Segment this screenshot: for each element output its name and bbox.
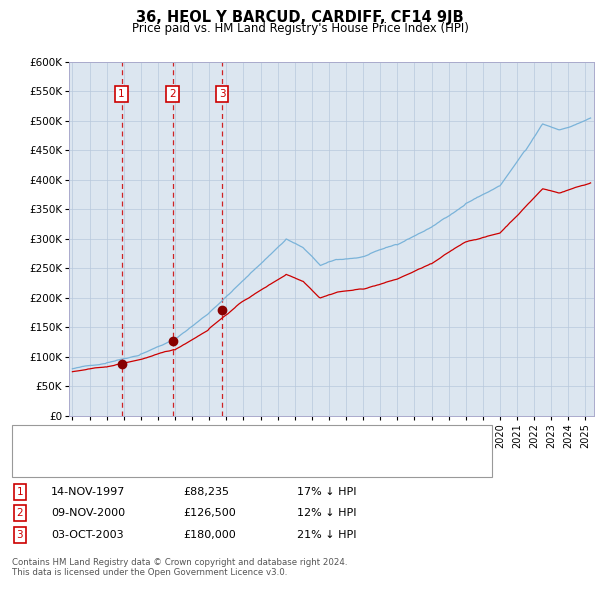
Text: 21% ↓ HPI: 21% ↓ HPI: [297, 530, 356, 540]
Text: Contains HM Land Registry data © Crown copyright and database right 2024.: Contains HM Land Registry data © Crown c…: [12, 558, 347, 566]
Text: 3: 3: [219, 90, 226, 99]
Text: 2: 2: [169, 90, 176, 99]
Text: £88,235: £88,235: [183, 487, 229, 497]
Text: 36, HEOL Y BARCUD, CARDIFF, CF14 9JB (detached house): 36, HEOL Y BARCUD, CARDIFF, CF14 9JB (de…: [78, 434, 382, 444]
Text: 1: 1: [118, 90, 125, 99]
Text: 36, HEOL Y BARCUD, CARDIFF, CF14 9JB: 36, HEOL Y BARCUD, CARDIFF, CF14 9JB: [136, 10, 464, 25]
Text: 17% ↓ HPI: 17% ↓ HPI: [297, 487, 356, 497]
Text: Price paid vs. HM Land Registry's House Price Index (HPI): Price paid vs. HM Land Registry's House …: [131, 22, 469, 35]
Text: 12% ↓ HPI: 12% ↓ HPI: [297, 509, 356, 518]
Text: 14-NOV-1997: 14-NOV-1997: [51, 487, 125, 497]
Text: 09-NOV-2000: 09-NOV-2000: [51, 509, 125, 518]
Text: 03-OCT-2003: 03-OCT-2003: [51, 530, 124, 540]
Text: 3: 3: [16, 530, 23, 540]
Text: £126,500: £126,500: [183, 509, 236, 518]
Text: £180,000: £180,000: [183, 530, 236, 540]
Text: This data is licensed under the Open Government Licence v3.0.: This data is licensed under the Open Gov…: [12, 568, 287, 576]
Text: 1: 1: [16, 487, 23, 497]
Text: 2: 2: [16, 509, 23, 518]
Text: HPI: Average price, detached house, Cardiff: HPI: Average price, detached house, Card…: [78, 458, 306, 468]
